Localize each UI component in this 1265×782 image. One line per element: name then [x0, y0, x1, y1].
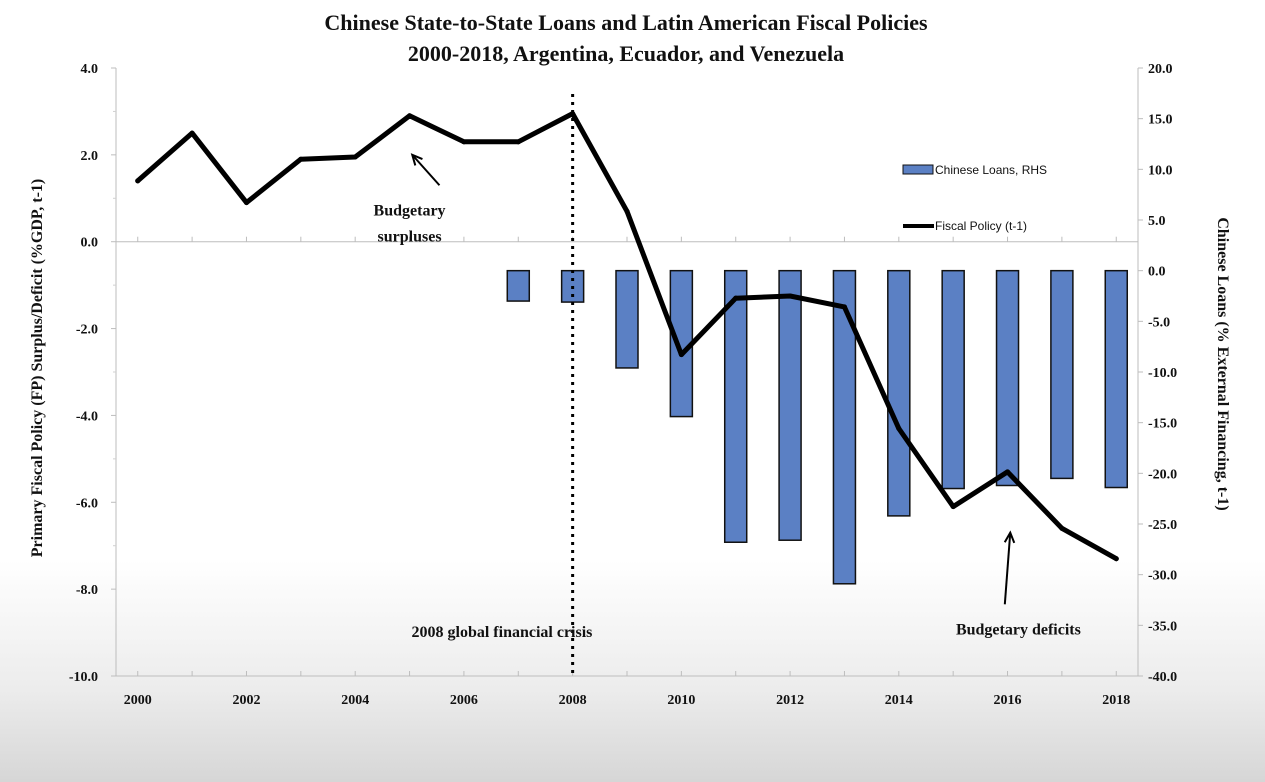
y-tick-label-left: -6.0	[76, 496, 98, 511]
fiscal-policy-point-2006	[461, 139, 467, 145]
bar-chinese-loans-2014	[887, 269, 911, 517]
y-tick-label-left: 4.0	[81, 62, 99, 77]
y-tick-label-right: 15.0	[1148, 113, 1173, 128]
fiscal-policy-point-2010	[678, 352, 684, 358]
fiscal-policy-point-2009	[624, 208, 630, 214]
deficit-arrow-shaft	[1003, 532, 1012, 605]
x-tick-label: 2002	[232, 693, 260, 708]
y-tick-label-left: -8.0	[76, 583, 98, 598]
y-axis-label-left: Primary Fiscal Policy (FP) Surplus/Defic…	[29, 179, 46, 557]
y-tick-label-right: 20.0	[1148, 62, 1173, 77]
y-tick-label-right: -35.0	[1148, 619, 1177, 634]
fiscal-policy-point-2012	[787, 293, 793, 299]
y-tick-label-right: -20.0	[1148, 467, 1177, 482]
y-tick-label-right: -15.0	[1148, 417, 1177, 432]
y-tick-label-right: -10.0	[1148, 366, 1177, 381]
y-tick-label-right: -25.0	[1148, 518, 1177, 533]
fiscal-policy-point-2003	[298, 156, 304, 162]
x-tick-label: 2012	[776, 693, 804, 708]
fiscal-policy-point-2004	[352, 154, 358, 160]
x-tick-label: 2014	[885, 693, 913, 708]
bar-chinese-loans-2013	[832, 269, 857, 585]
fiscal-policy-point-2016	[1005, 469, 1011, 475]
fiscal-policy-point-2011	[733, 295, 739, 301]
bar-chinese-loans-2018	[1104, 269, 1129, 489]
bar-chinese-loans-2012	[778, 269, 802, 541]
bar-chinese-loans-2011	[723, 269, 748, 543]
y-tick-label-right: 10.0	[1148, 163, 1173, 178]
x-tick-label: 2004	[341, 693, 369, 708]
fiscal-policy-point-2002	[243, 200, 249, 206]
y-axis-label-right: Chinese Loans (% External Financing, t-1…	[1214, 217, 1231, 510]
fiscal-policy-point-2017	[1059, 525, 1065, 531]
chart-subtitle: 2000-2018, Argentina, Ecuador, and Venez…	[408, 41, 844, 66]
y-tick-label-right: 0.0	[1148, 265, 1166, 280]
bar-chinese-loans-2007	[506, 269, 531, 302]
bar-chinese-loans-2017	[1050, 269, 1074, 480]
fiscal-policy-point-2008	[570, 111, 576, 117]
annotation-label: surpluses	[378, 229, 442, 246]
annotation-label: Budgetary	[374, 203, 446, 220]
x-tick-label: 2000	[124, 693, 152, 708]
bar-chinese-loans-2015	[941, 269, 965, 490]
chart-title: Chinese State-to-State Loans and Latin A…	[324, 10, 928, 35]
x-tick-label: 2006	[450, 693, 478, 708]
legend-label-fiscal-policy: Fiscal Policy (t-1)	[935, 219, 1027, 233]
x-tick-label: 2010	[667, 693, 695, 708]
surplus-arrow-shaft	[411, 154, 441, 186]
deficit-arrow-head	[1003, 530, 1016, 544]
y-tick-label-right: -5.0	[1148, 315, 1170, 330]
fiscal-policy-point-2005	[407, 113, 413, 119]
y-tick-label-left: 2.0	[81, 149, 99, 164]
annotation-label: 2008 global financial crisis	[412, 624, 593, 641]
legend-label-chinese-loans: Chinese Loans, RHS	[935, 163, 1047, 177]
fiscal-policy-point-2013	[841, 304, 847, 310]
y-tick-label-left: -2.0	[76, 323, 98, 338]
fiscal-policy-point-2014	[896, 425, 902, 431]
y-tick-label-left: -4.0	[76, 409, 98, 424]
x-tick-label: 2008	[559, 693, 587, 708]
bar-chinese-loans-2009	[615, 269, 639, 369]
y-tick-label-right: -30.0	[1148, 569, 1177, 584]
y-tick-label-right: -40.0	[1148, 670, 1177, 685]
fiscal-policy-point-2000	[135, 178, 141, 184]
legend-swatch-chinese-loans	[902, 164, 934, 175]
y-tick-label-left: -10.0	[69, 670, 98, 685]
y-tick-label-left: 0.0	[81, 236, 99, 251]
bar-chinese-loans-2016	[995, 269, 1020, 487]
x-tick-label: 2018	[1102, 693, 1130, 708]
fiscal-policy-point-2018	[1113, 556, 1119, 562]
x-tick-label: 2016	[994, 693, 1022, 708]
fiscal-policy-point-2001	[189, 130, 195, 136]
y-tick-label-right: 5.0	[1148, 214, 1166, 229]
fiscal-policy-point-2007	[515, 139, 521, 145]
surplus-arrow-head	[410, 153, 423, 166]
fiscal-policy-point-2015	[950, 504, 956, 510]
annotation-label: Budgetary deficits	[956, 622, 1081, 639]
